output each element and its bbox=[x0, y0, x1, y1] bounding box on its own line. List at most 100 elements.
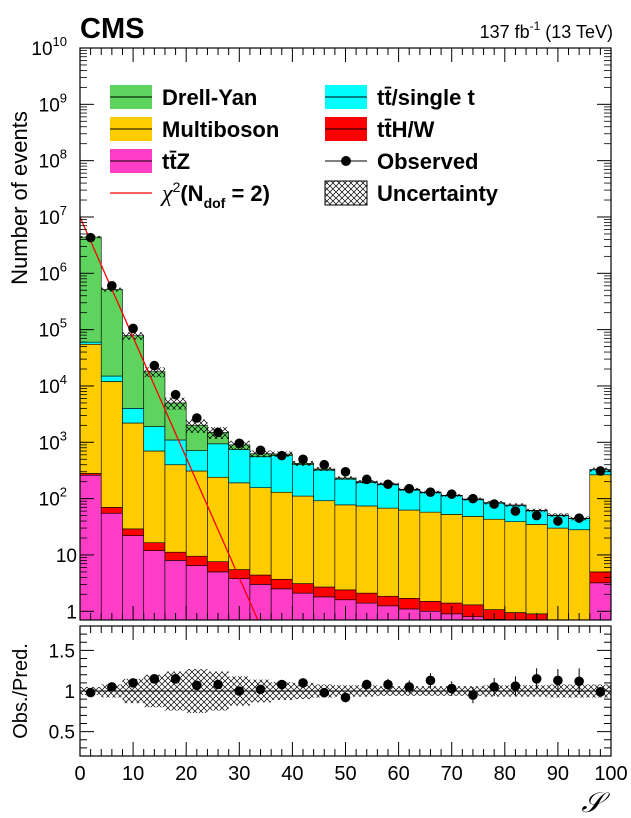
y-tick-label-3: 103 bbox=[39, 428, 67, 454]
legend-entry-7: Uncertainty bbox=[324, 180, 499, 206]
bar-tt-z-bin-1 bbox=[100, 512, 123, 620]
bar-drell-yan-bin-3 bbox=[143, 371, 166, 427]
bar-tt-h-w-bin-12 bbox=[334, 589, 357, 601]
bar-tt-h-w-bin-4 bbox=[164, 551, 187, 561]
bar-tt-z-bin-11 bbox=[313, 596, 336, 620]
x-tick-label-100: 100 bbox=[594, 763, 627, 785]
x-tick-label-10: 10 bbox=[122, 763, 144, 785]
observed-point-24 bbox=[595, 466, 606, 476]
bar-multiboson-bin-4 bbox=[164, 464, 187, 553]
legend-label-7: Uncertainty bbox=[377, 181, 499, 206]
observed-point-5 bbox=[192, 413, 202, 423]
bar-tt-h-w-bin-8 bbox=[249, 574, 272, 585]
bar-multiboson-bin-16 bbox=[419, 511, 442, 602]
uncertainty-band-bin-22 bbox=[547, 513, 569, 518]
observed-point-23 bbox=[574, 513, 584, 523]
observed-point-7 bbox=[234, 438, 245, 449]
observed-point-15 bbox=[404, 483, 415, 494]
bar-tt-z-bin-20 bbox=[505, 622, 526, 625]
legend: Drell-Yan tt̄/single t Multiboson tt̄H/W tt̄… bbox=[110, 85, 499, 211]
legend-entry-1: tt̄/single t bbox=[325, 85, 475, 110]
bar-drell-yan-bin-0 bbox=[80, 236, 102, 343]
bar-multiboson-bin-9 bbox=[270, 491, 293, 580]
uncertainty-band-bin-21 bbox=[526, 508, 548, 513]
legend-label-5: Observed bbox=[377, 149, 479, 174]
bar-tt-h-w-bin-15 bbox=[398, 597, 421, 610]
bar-multiboson-bin-5 bbox=[185, 470, 208, 557]
x-tick-label-30: 30 bbox=[228, 763, 250, 785]
observed-point-0 bbox=[85, 232, 96, 243]
uncertainty-band-bin-3 bbox=[143, 367, 165, 378]
y-tick-label-8: 108 bbox=[39, 147, 67, 173]
x-tick-label-0: 0 bbox=[74, 763, 85, 785]
ratio-point-22 bbox=[553, 675, 563, 686]
bar-multiboson-bin-18 bbox=[462, 516, 484, 606]
bar-tt-h-w-bin-14 bbox=[377, 595, 399, 607]
ratio-point-17 bbox=[446, 683, 457, 694]
x-axis-label: 𝒮 bbox=[581, 788, 610, 818]
bar-tt-single-t-bin-12 bbox=[334, 478, 357, 506]
ratio-point-14 bbox=[383, 679, 393, 690]
legend-entry-5: Observed bbox=[325, 149, 479, 174]
uncertainty-band-bin-20 bbox=[504, 503, 527, 507]
observed-point-8 bbox=[255, 445, 266, 456]
ratio-point-11 bbox=[319, 687, 330, 698]
bar-multiboson-bin-2 bbox=[122, 422, 145, 530]
observed-point-12 bbox=[340, 466, 351, 477]
bar-tt-z-bin-0 bbox=[80, 474, 102, 620]
bar-multiboson-bin-1 bbox=[100, 381, 123, 508]
observed-point-1 bbox=[107, 281, 117, 291]
ratio-point-13 bbox=[361, 679, 372, 690]
bar-multiboson-bin-14 bbox=[377, 507, 399, 597]
bar-tt-single-t-bin-5 bbox=[185, 450, 208, 472]
bar-drell-yan-bin-2 bbox=[122, 335, 145, 409]
y-tick-label-9: 109 bbox=[39, 90, 67, 116]
bar-tt-single-t-bin-7 bbox=[228, 449, 251, 484]
legend-label-3: tt̄H/W bbox=[377, 117, 435, 142]
bar-multiboson-bin-21 bbox=[525, 524, 548, 615]
bar-multiboson-bin-3 bbox=[143, 450, 166, 543]
observed-point-14 bbox=[383, 479, 393, 490]
bar-multiboson-bin-10 bbox=[292, 495, 314, 584]
bar-tt-h-w-bin-16 bbox=[419, 601, 442, 612]
y-tick-label-4: 104 bbox=[39, 372, 67, 398]
y-tick-label-7: 107 bbox=[39, 203, 67, 229]
observed-point-19 bbox=[489, 499, 499, 509]
x-tick-label-60: 60 bbox=[387, 763, 409, 785]
observed-point-20 bbox=[510, 506, 521, 516]
bar-multiboson-bin-13 bbox=[355, 505, 378, 594]
bar-multiboson-bin-11 bbox=[313, 500, 336, 588]
ratio-point-1 bbox=[107, 682, 117, 692]
ratio-point-8 bbox=[255, 684, 266, 695]
x-tick-label-20: 20 bbox=[175, 763, 197, 785]
observed-point-22 bbox=[553, 516, 563, 526]
y-tick-label-1: 10 bbox=[56, 546, 77, 567]
y-tick-label-10: 1010 bbox=[31, 34, 67, 60]
bar-tt-single-t-bin-1 bbox=[100, 375, 123, 382]
y-tick-label-5: 105 bbox=[39, 316, 67, 342]
ratio-point-2 bbox=[128, 678, 138, 688]
observed-point-18 bbox=[468, 493, 478, 504]
legend-label-0: Drell-Yan bbox=[162, 85, 257, 110]
legend-entry-3: tt̄H/W bbox=[325, 117, 435, 142]
bar-tt-single-t-bin-4 bbox=[164, 439, 187, 466]
observed-point-13 bbox=[361, 474, 372, 485]
legend-label-1: tt̄/single t bbox=[377, 85, 475, 110]
observed-point-21 bbox=[531, 510, 542, 521]
ratio-point-19 bbox=[489, 682, 499, 692]
bar-tt-single-t-bin-9 bbox=[270, 455, 293, 493]
y-tick-label-6: 106 bbox=[39, 259, 67, 285]
bar-tt-h-w-bin-13 bbox=[355, 592, 378, 604]
bar-multiboson-bin-8 bbox=[249, 487, 272, 576]
x-tick-label-50: 50 bbox=[334, 763, 356, 785]
ratio-point-18 bbox=[468, 690, 478, 700]
ratio-point-21 bbox=[531, 674, 542, 684]
bar-tt-single-t-bin-3 bbox=[143, 426, 166, 452]
bar-multiboson-bin-19 bbox=[483, 518, 506, 610]
legend-entry-2: Multiboson bbox=[110, 117, 279, 142]
bar-multiboson-bin-0 bbox=[80, 343, 102, 474]
ratio-point-3 bbox=[149, 674, 160, 684]
ratio-point-23 bbox=[574, 676, 584, 687]
x-tick-label-90: 90 bbox=[547, 763, 569, 785]
x-tick-label-40: 40 bbox=[281, 763, 303, 785]
